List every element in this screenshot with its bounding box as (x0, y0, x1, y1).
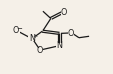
Bar (67, 31, 73, 35)
Bar (13, 28, 20, 33)
Bar (28, 36, 36, 41)
Text: −: − (16, 26, 22, 32)
Bar (60, 10, 67, 15)
Text: N: N (56, 41, 62, 50)
Text: +: + (32, 34, 37, 39)
Text: O: O (67, 28, 73, 38)
Text: O: O (60, 8, 67, 17)
Bar (56, 43, 62, 48)
Text: O: O (13, 26, 19, 35)
Text: O: O (37, 46, 43, 55)
Text: N: N (29, 34, 35, 43)
Bar (37, 48, 43, 52)
